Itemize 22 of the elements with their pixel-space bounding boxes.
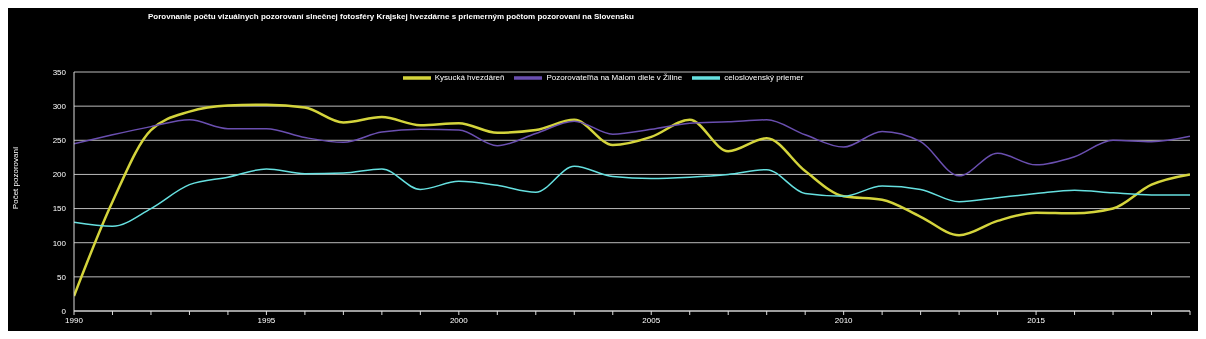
y-tick-label: 0 (61, 306, 67, 316)
legend-label: Pozorovateľňa na Malom diele v Žiline (546, 73, 683, 83)
line-series (74, 103, 1190, 298)
line-series (74, 165, 1190, 228)
legend-label: Kysucká hvezdáreň (434, 73, 505, 83)
legend-label: celoslovenský priemer (724, 73, 804, 83)
y-tick-label: 250 (52, 136, 67, 146)
y-tick-label: 300 (52, 101, 67, 111)
y-tick-label: 50 (57, 272, 67, 282)
y-tick-label: 200 (52, 170, 67, 180)
x-tick-label: 2010 (834, 315, 854, 325)
chart-title: Porovnanie počtu vizuálnych pozorovaní slnečnej fotosféry Krajskej hvezdárne s priemerným počtom pozorovaní na Slovensku (148, 12, 634, 21)
x-tick-label: 2000 (449, 315, 469, 325)
x-tick-label: 1995 (257, 315, 276, 325)
y-tick-label: 100 (52, 238, 67, 248)
y-tick-label: 150 (52, 204, 67, 214)
x-tick-label: 1990 (65, 315, 84, 325)
x-tick-label: 2005 (642, 315, 661, 325)
x-tick-label: 2015 (1027, 315, 1046, 325)
y-tick-label: 350 (52, 67, 67, 77)
y-axis-title: Počet pozorovaní (10, 146, 20, 210)
line-series (74, 119, 1190, 177)
